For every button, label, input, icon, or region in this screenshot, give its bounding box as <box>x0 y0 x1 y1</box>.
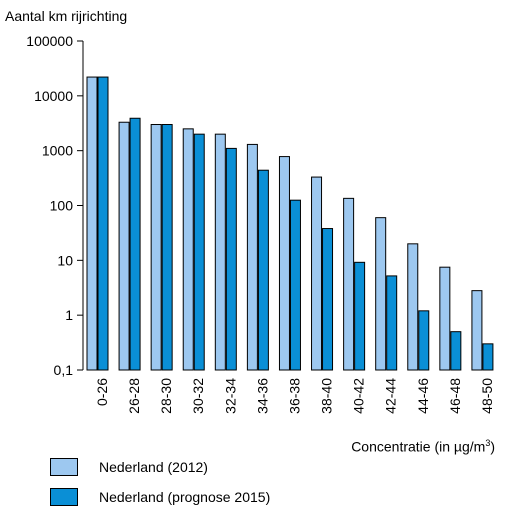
bar-2015 <box>386 275 398 371</box>
y-tick-label: 1 <box>65 307 73 323</box>
x-axis-title-superscript: 3 <box>485 438 491 448</box>
y-tick-label: 0,1 <box>54 362 74 378</box>
bar-chart: 0,1 1 10 100 1000 10000 100000 0-26 26-28 28-30 30… <box>26 33 495 414</box>
x-axis-title-text: Concentratie (in µg/m <box>351 438 486 455</box>
bar-2015 <box>482 343 494 371</box>
bar-2015 <box>161 124 173 371</box>
legend-item-2012: Nederland (2012) <box>50 458 270 476</box>
bar-2012 <box>214 133 226 371</box>
bar-2012 <box>375 217 387 371</box>
x-tick-label: 34-36 <box>254 378 270 414</box>
bar-2012 <box>150 124 162 371</box>
bar-2012 <box>311 176 323 371</box>
x-axis-title-suffix: ) <box>490 438 495 455</box>
bar-2012 <box>86 76 98 371</box>
y-tick-label: 1000 <box>42 143 73 159</box>
x-tick-label: 44-46 <box>415 378 431 414</box>
x-tick-label: 28-30 <box>158 378 174 414</box>
legend-item-2015: Nederland (prognose 2015) <box>50 488 270 506</box>
y-tick-label: 100 <box>50 198 74 214</box>
x-tick-label: 30-32 <box>190 378 206 414</box>
x-tick-label: 26-28 <box>126 378 142 414</box>
bar-2015 <box>289 199 301 371</box>
bar-2012 <box>182 128 194 371</box>
bar-2012 <box>118 121 130 371</box>
bar-2015 <box>97 76 109 371</box>
x-tick-label: 42-44 <box>383 378 399 414</box>
bar-2012 <box>471 290 483 371</box>
bar-2015 <box>257 169 269 371</box>
x-tick-label: 0-26 <box>94 378 110 406</box>
legend-label-2012: Nederland (2012) <box>99 459 208 475</box>
x-axis-title: Concentratie (in µg/m3) <box>351 438 495 455</box>
bar-2015 <box>129 117 141 371</box>
legend-swatch-2015 <box>50 488 78 506</box>
bar-2015 <box>193 133 205 371</box>
bar-2012 <box>278 156 290 371</box>
y-tick-label: 100000 <box>26 33 73 49</box>
legend: Nederland (2012) Nederland (prognose 201… <box>50 458 270 518</box>
x-tick-label: 36-38 <box>286 378 302 414</box>
x-tick-label: 38-40 <box>319 378 335 414</box>
y-tick-label: 10 <box>57 252 73 268</box>
legend-swatch-2012 <box>50 458 78 476</box>
bar-2015 <box>225 147 237 371</box>
bar-2012 <box>246 143 258 371</box>
y-axis-title: Aantal km rijrichting <box>5 8 128 24</box>
legend-label-2015: Nederland (prognose 2015) <box>99 489 271 505</box>
bar-2015 <box>354 261 366 371</box>
x-tick-label: 32-34 <box>222 378 238 414</box>
x-tick-label: 46-48 <box>447 378 463 414</box>
x-tick-label: 48-50 <box>479 378 495 414</box>
bar-2012 <box>407 243 419 371</box>
y-tick-label: 10000 <box>34 88 73 104</box>
bar-2015 <box>322 228 334 371</box>
bar-2012 <box>343 197 355 371</box>
bar-2015 <box>450 331 462 371</box>
x-tick-label: 40-42 <box>351 378 367 414</box>
bar-2012 <box>439 266 451 371</box>
bar-2015 <box>418 310 430 371</box>
